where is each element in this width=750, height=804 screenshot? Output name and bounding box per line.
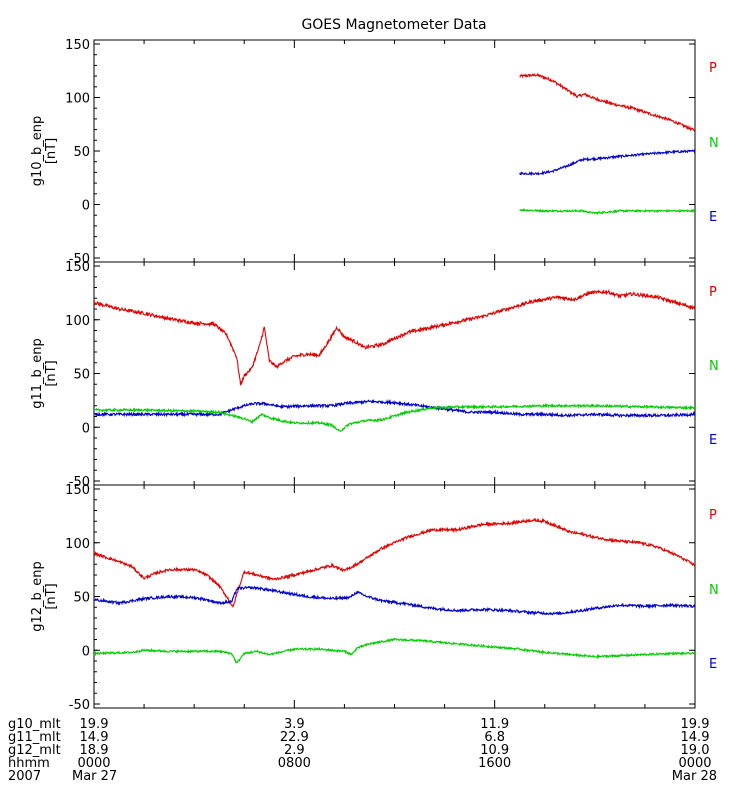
y-tick-label: 50 <box>73 145 90 160</box>
y-tick-label: 150 <box>65 483 90 498</box>
footer-cell: 22.9 <box>280 730 309 745</box>
footer-cell: 18.9 <box>80 743 109 758</box>
y-tick-label: -50 <box>69 252 90 267</box>
legend-E: E <box>709 657 717 672</box>
footer-cell: 14.9 <box>80 730 109 745</box>
legend-P: P <box>709 285 717 300</box>
footer-cell: 0000 <box>77 756 110 771</box>
series-line-N <box>94 398 695 419</box>
y-tick-label: 150 <box>65 38 90 53</box>
footer-cell: 1600 <box>478 756 511 771</box>
panel-g11_b_enp: 150 100 50 0 -50 g11_b_enp [nT] P N E <box>30 260 719 490</box>
footer-cell: 14.9 <box>681 730 710 745</box>
series-line-N <box>519 149 695 177</box>
y-tick-label: -50 <box>69 698 90 713</box>
series-line-E <box>519 208 695 216</box>
legend-N: N <box>709 136 719 151</box>
footer-cell: 3.9 <box>284 717 305 732</box>
y-tick-label: 100 <box>65 92 90 107</box>
footer-cell: 19.9 <box>80 717 109 732</box>
panel-frame <box>93 484 696 709</box>
legend-N: N <box>709 583 719 598</box>
legend-E: E <box>709 433 717 448</box>
footer-cell: 19.9 <box>681 717 710 732</box>
footer-row-label: g11_mlt <box>8 730 61 745</box>
legend-P: P <box>709 61 717 76</box>
y-tick-label: 150 <box>65 260 90 275</box>
y-tick-label: 50 <box>73 368 90 383</box>
footer-row-label: hhmm <box>8 756 50 771</box>
series-line-E <box>94 637 695 664</box>
y-tick-label: -50 <box>69 475 90 490</box>
footer-cell: 6.8 <box>484 730 505 745</box>
footer-row-label: g12_mlt <box>8 743 61 758</box>
y-tick-label: 50 <box>73 591 90 606</box>
legend-P: P <box>709 508 717 523</box>
footer-cell: 0800 <box>278 756 311 771</box>
y-tick-label: 0 <box>82 644 90 659</box>
panel-frame <box>93 261 696 486</box>
series-line-P <box>94 288 695 386</box>
panel-g12_b_enp: 150 100 50 0 -50 g12_b_enp [nT] P N E <box>30 483 719 713</box>
y-axis-unit: [nT] <box>44 583 59 609</box>
series-line-P <box>94 517 695 609</box>
chart-title: GOES Magnetometer Data <box>301 17 486 33</box>
footer-cell: 11.9 <box>480 717 509 732</box>
y-tick-label: 0 <box>82 199 90 214</box>
footer-cell: Mar 27 <box>72 769 117 784</box>
legend-N: N <box>709 359 719 374</box>
series-line-N <box>94 585 695 616</box>
y-axis-unit: [nT] <box>44 360 59 386</box>
footer-row-label: 2007 <box>8 769 41 784</box>
y-tick-label: 100 <box>65 537 90 552</box>
y-tick-label: 0 <box>82 421 90 436</box>
panel-g10_b_enp: 150 100 50 0 -50 g10_b_enp [nT] P N E <box>30 38 719 267</box>
series-line-P <box>519 72 695 133</box>
footer-cell: 0000 <box>678 756 711 771</box>
footer-cell: 19.0 <box>681 743 710 758</box>
y-axis-label: g10_b_enp <box>30 116 45 187</box>
footer-row-label: g10_mlt <box>8 717 61 732</box>
y-tick-label: 100 <box>65 314 90 329</box>
y-axis-label: g12_b_enp <box>30 561 45 632</box>
legend-E: E <box>709 210 717 225</box>
footer-cell: 2.9 <box>284 743 305 758</box>
footer-cell: Mar 28 <box>672 769 717 784</box>
panel-frame <box>93 39 696 263</box>
y-axis-label: g11_b_enp <box>30 338 45 409</box>
y-axis-unit: [nT] <box>44 138 59 164</box>
series-line-E <box>94 403 695 432</box>
footer-cell: 10.9 <box>480 743 509 758</box>
